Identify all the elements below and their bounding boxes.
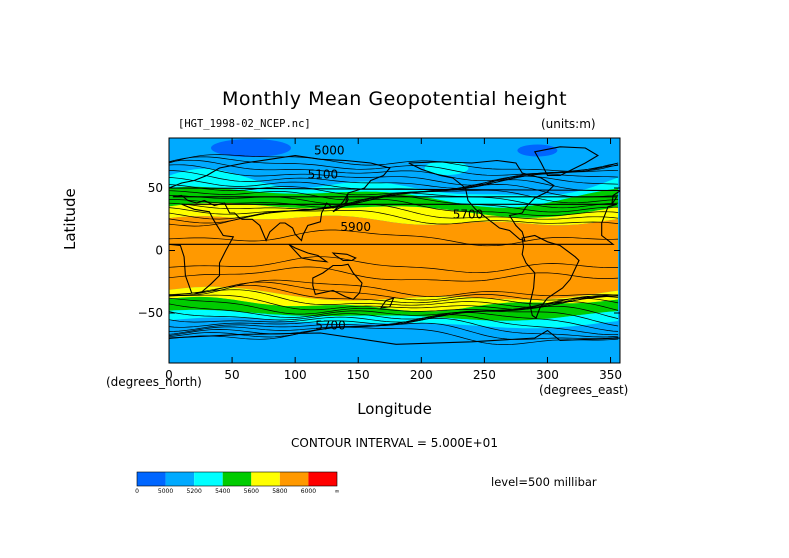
contour-line [169,295,619,315]
colorbar-label: 5200 [187,488,202,495]
contour-line [169,279,619,297]
coastline [331,252,357,262]
coastline [169,329,620,363]
colorbar-label: ∞ [335,488,340,495]
x-tick-label: 300 [536,368,559,382]
color-band [169,186,619,218]
contour-line [169,305,619,323]
x-axis-units: (degrees_east) [539,383,629,397]
contour-line [169,164,619,186]
colorbar-swatch [308,472,337,486]
contour-line [169,203,619,224]
y-tick-label: 50 [148,181,163,195]
colorbar-swatch [279,472,309,486]
contour-line [169,175,619,196]
coastline [408,159,555,242]
coastline [312,263,363,300]
colorbar-swatch [251,472,280,486]
level-label: level=500 millibar [491,475,597,489]
coastline [379,297,395,309]
units-label: (units:m) [541,117,596,131]
colorbar-swatch [137,472,166,486]
contour-line [169,289,619,308]
contour-line [169,317,619,338]
contour-line [169,192,619,210]
color-band [169,168,619,208]
x-tick-label: 150 [347,368,370,382]
contour-line [169,154,619,172]
polar-low-patch [517,144,558,157]
y-axis-units: (degrees_north) [106,375,202,389]
contour-line [169,326,619,345]
dataset-label: [HGT_1998-02_NCEP.nc] [178,118,311,130]
polar-low-patch [211,139,291,157]
contour-label: 5900 [340,220,371,234]
colorbar-label: 5400 [215,488,230,495]
colorbar-swatch [165,472,195,486]
contour-label: 5000 [314,144,345,158]
colorbar-swatch [194,472,223,486]
contour-label: 5700 [453,207,484,221]
axes: 0 50 100 150 200 250 300 350 −50 0 50 [138,137,622,382]
y-tick-label: 0 [155,244,163,258]
contour-line [169,256,619,274]
contour-label: 5700 [315,319,346,333]
coastline [332,194,349,213]
contour-label: 5100 [308,167,339,181]
colorbar-swatch [222,472,252,486]
colorbar-label: 5800 [272,488,287,495]
colorbar-label: 0 [135,488,139,495]
colorbar-label: 6000 [301,488,316,495]
x-tick-label: 0 [165,368,173,382]
contour-line [169,229,619,247]
y-tick-label: −50 [138,306,163,320]
coastline [288,243,329,263]
colorbar-frame [136,471,338,487]
x-tick-label: 250 [473,368,496,382]
coastline [169,203,617,294]
x-tick-label: 50 [224,368,239,382]
chart-title: Monthly Mean Geopotential height [221,88,568,110]
colorbar-label: 5000 [158,488,173,495]
x-tick-label: 100 [284,368,307,382]
x-tick-label: 200 [410,368,433,382]
contour-line [169,314,619,336]
coastline [169,154,620,242]
coastline [521,234,580,319]
contour-interval: CONTOUR INTERVAL = 5.000E+01 [291,436,498,450]
contour-line [169,266,619,282]
contour-line [169,169,619,189]
contour-line [169,199,619,220]
colorbar: 0 5000 5200 5400 5600 5800 6000 ∞ [135,471,340,495]
color-band [169,203,619,226]
contour-line [169,184,619,205]
map-plot-area: 5100 5900 5700 5700 5000 [169,138,620,363]
y-axis-label: Latitude [61,188,79,250]
x-axis-label: Longitude [357,400,432,418]
color-band [169,215,619,301]
x-tick-label: 350 [599,368,622,382]
coastline [533,146,599,177]
contour-line [169,195,619,215]
color-band [169,296,619,321]
contour-line [169,322,619,340]
contour-line [169,210,619,227]
colorbar-label: 5600 [244,488,259,495]
